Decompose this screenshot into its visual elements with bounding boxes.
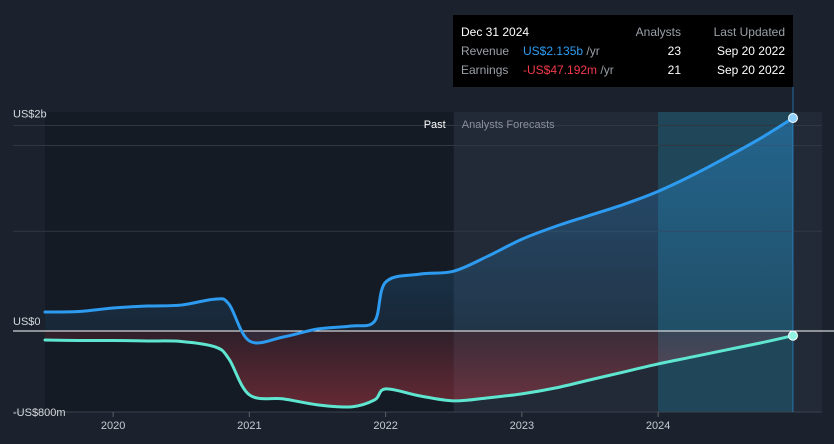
earnings-line: [43, 334, 795, 409]
endpoint-markers: [788, 113, 798, 341]
tooltip-row-revenue: Revenue US$2.135b /yr 23 Sep 20 2022: [461, 42, 785, 61]
tooltip-col-analysts: Analysts: [635, 25, 681, 39]
x-tick-label: 2023: [510, 420, 534, 432]
tooltip-earnings-analysts: 21: [667, 63, 681, 77]
revenue-endpoint-marker: [788, 113, 798, 123]
tooltip-revenue-value-group: US$2.135b /yr: [523, 42, 600, 61]
tooltip-revenue-analysts: 23: [667, 44, 681, 58]
forecast-label: Analysts Forecasts: [462, 119, 555, 131]
x-tick-label: 2020: [101, 420, 125, 432]
tooltip-earnings-label: Earnings: [461, 63, 509, 77]
tooltip-earnings-unit: /yr: [600, 63, 614, 77]
past-label: Past: [424, 119, 446, 131]
x-tick-label: 2022: [373, 420, 397, 432]
tooltip-row-earnings: Earnings -US$47.192m /yr 21 Sep 20 2022: [461, 61, 785, 80]
revenue-line: [43, 116, 795, 345]
x-axis-ticks: 2020 2021 2022 2023 2024: [101, 412, 670, 432]
tooltip-earnings-value: -US$47.192m: [523, 63, 598, 77]
revenue-area: [45, 118, 793, 343]
hover-tooltip: Dec 31 2024 Analysts Last Updated Revenu…: [453, 15, 793, 87]
earnings-area: [45, 331, 793, 408]
y-tick-label: US$0: [13, 316, 41, 328]
y-tick-label: -US$800m: [13, 407, 66, 419]
y-axis-labels: US$2b US$0 -US$800m: [13, 108, 66, 418]
tooltip-date: Dec 31 2024: [461, 25, 530, 39]
y-tick-label: US$2b: [13, 108, 47, 120]
tooltip-earnings-value-group: -US$47.192m /yr: [523, 61, 614, 80]
tooltip-header: Dec 31 2024 Analysts Last Updated: [461, 23, 785, 42]
earnings-endpoint-marker: [788, 330, 798, 341]
tooltip-col-updated: Last Updated: [713, 25, 785, 39]
x-tick-label: 2024: [646, 420, 670, 432]
tooltip-revenue-label: Revenue: [461, 44, 510, 58]
area-fills: [45, 118, 793, 408]
x-tick-label: 2021: [237, 420, 261, 432]
series-lines: [43, 116, 795, 409]
tooltip-revenue-value: US$2.135b: [523, 44, 584, 58]
tooltip-earnings-updated: Sep 20 2022: [716, 63, 785, 77]
tooltip-revenue-updated: Sep 20 2022: [716, 44, 785, 58]
tooltip-revenue-unit: /yr: [586, 44, 600, 58]
